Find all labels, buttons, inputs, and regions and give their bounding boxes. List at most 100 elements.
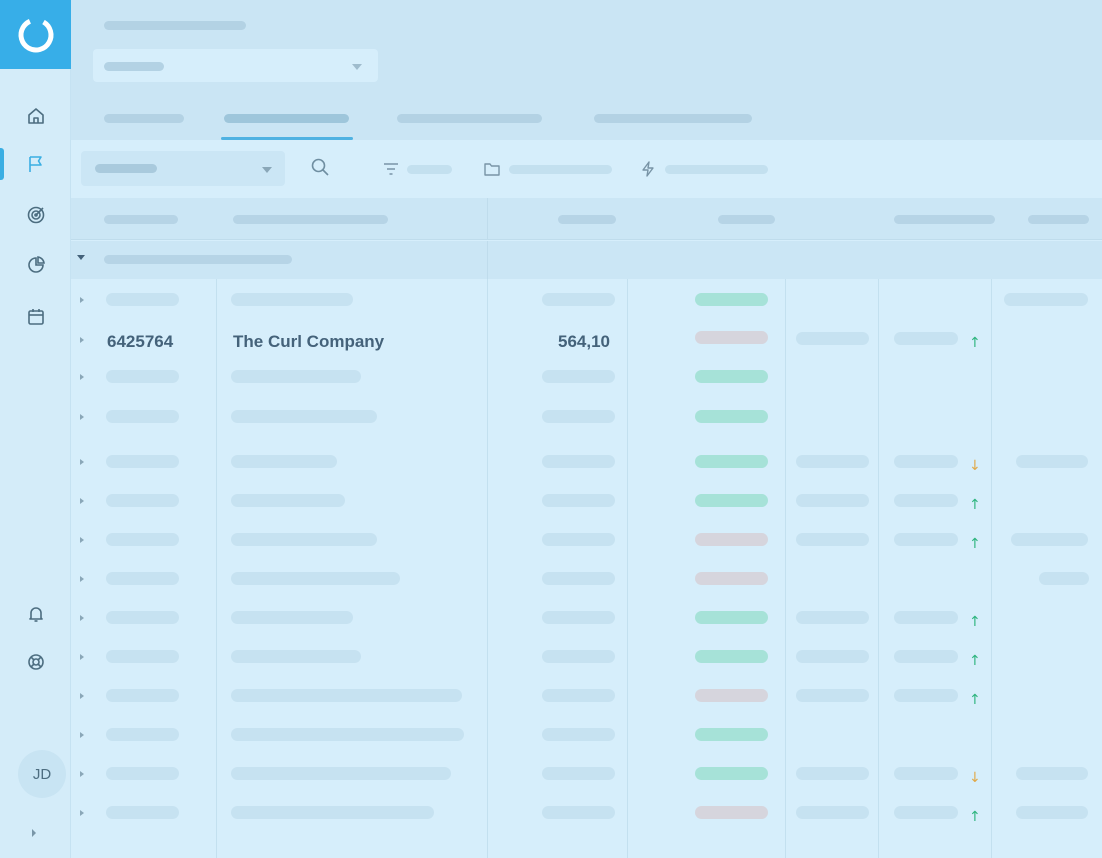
table-row[interactable] xyxy=(71,728,1102,748)
page-title-placeholder xyxy=(104,21,246,30)
home-icon xyxy=(27,108,44,124)
column-divider xyxy=(878,279,879,858)
expand-row-icon[interactable] xyxy=(80,654,84,660)
row-id: 6425764 xyxy=(107,332,174,351)
table-row[interactable]: ↓ xyxy=(71,455,1102,475)
sidebar-item-notifications[interactable] xyxy=(0,596,71,632)
status-badge xyxy=(695,370,768,383)
expand-row-icon[interactable] xyxy=(80,498,84,504)
column-header-5[interactable] xyxy=(894,215,995,224)
expand-row-icon[interactable] xyxy=(80,459,84,465)
folder-button[interactable] xyxy=(482,159,502,179)
cell-placeholder xyxy=(542,410,615,423)
flag-icon xyxy=(28,156,42,172)
filter-label-placeholder xyxy=(407,165,452,174)
row-name[interactable]: The Curl Company xyxy=(233,332,385,351)
expand-row-icon[interactable] xyxy=(80,537,84,543)
status-badge xyxy=(695,455,768,468)
cell-placeholder xyxy=(894,689,958,702)
tab-4[interactable] xyxy=(594,114,752,123)
cell-placeholder xyxy=(231,494,345,507)
toolbar xyxy=(71,140,1102,198)
expand-row-icon[interactable] xyxy=(80,732,84,738)
sidebar-item-reports[interactable] xyxy=(0,247,71,283)
expand-row-icon[interactable] xyxy=(80,576,84,582)
sidebar-item-flags[interactable] xyxy=(0,146,71,182)
cell-placeholder xyxy=(542,611,615,624)
sidebar-item-calendar[interactable] xyxy=(0,299,71,335)
expand-row-icon[interactable] xyxy=(80,414,84,420)
expand-row-icon[interactable] xyxy=(80,810,84,816)
expand-row-icon[interactable] xyxy=(80,374,84,380)
cell-placeholder xyxy=(106,494,179,507)
lightning-icon xyxy=(642,161,654,177)
table-header xyxy=(71,198,1102,240)
table-row[interactable] xyxy=(71,572,1102,592)
table-row[interactable]: ↑ xyxy=(71,650,1102,670)
caret-down-icon[interactable] xyxy=(77,255,85,260)
table-row[interactable]: ↑ xyxy=(71,494,1102,514)
column-header-2[interactable] xyxy=(233,215,388,224)
table-row-highlighted[interactable]: 6425764 The Curl Company 564,10 ↑ xyxy=(71,331,1102,355)
sidebar-item-home[interactable] xyxy=(0,98,71,134)
tab-2-active[interactable] xyxy=(224,114,349,123)
expand-sidebar-button[interactable] xyxy=(26,823,42,843)
column-header-1[interactable] xyxy=(104,215,178,224)
cell-placeholder xyxy=(894,650,958,663)
table-row[interactable]: ↑ xyxy=(71,611,1102,631)
table-row[interactable] xyxy=(71,370,1102,390)
cell-placeholder xyxy=(796,611,869,624)
expand-row-icon[interactable] xyxy=(80,693,84,699)
column-divider xyxy=(487,241,488,279)
column-header-6[interactable] xyxy=(1028,215,1089,224)
table-row[interactable] xyxy=(71,293,1102,313)
cell-placeholder xyxy=(1004,293,1088,306)
cell-placeholder xyxy=(231,370,361,383)
column-header-4[interactable] xyxy=(718,215,775,224)
actions-button[interactable] xyxy=(638,159,658,179)
group-row[interactable] xyxy=(71,241,1102,279)
table-row[interactable]: ↑ xyxy=(71,689,1102,709)
expand-row-icon[interactable] xyxy=(80,337,84,343)
status-badge xyxy=(695,650,768,663)
table-row[interactable] xyxy=(71,410,1102,430)
table-row[interactable]: ↑ xyxy=(71,533,1102,553)
table-row[interactable]: ↑ xyxy=(71,806,1102,826)
status-badge xyxy=(695,689,768,702)
cell-placeholder xyxy=(894,332,958,345)
cell-placeholder xyxy=(106,410,179,423)
brand-logo[interactable] xyxy=(0,0,71,69)
tab-1[interactable] xyxy=(104,114,184,123)
sidebar-item-help[interactable] xyxy=(0,644,71,680)
table-body: 6425764 The Curl Company 564,10 ↑ ↓ ↑ ↑ ↑ ↑ ↑… xyxy=(71,279,1102,858)
user-avatar[interactable]: JD xyxy=(18,750,66,798)
search-button[interactable] xyxy=(309,156,331,178)
column-header-3[interactable] xyxy=(558,215,616,224)
cell-placeholder xyxy=(1039,572,1089,585)
status-badge xyxy=(695,331,768,344)
expand-row-icon[interactable] xyxy=(80,615,84,621)
trend-down-icon: ↓ xyxy=(969,770,981,786)
view-selector[interactable] xyxy=(93,49,378,82)
cell-placeholder xyxy=(542,494,615,507)
sidebar-item-targets[interactable] xyxy=(0,197,71,233)
cell-placeholder xyxy=(231,293,353,306)
column-divider xyxy=(627,279,628,858)
cell-placeholder xyxy=(1016,806,1088,819)
expand-row-icon[interactable] xyxy=(80,297,84,303)
cell-placeholder xyxy=(542,455,615,468)
filter-selector[interactable] xyxy=(81,151,285,186)
filter-button[interactable] xyxy=(381,159,401,179)
user-initials: JD xyxy=(32,765,52,783)
expand-row-icon[interactable] xyxy=(80,771,84,777)
cell-placeholder xyxy=(231,806,434,819)
active-tab-indicator xyxy=(221,137,353,140)
status-badge xyxy=(695,728,768,741)
trend-up-icon: ↑ xyxy=(969,335,981,351)
table-row[interactable]: ↓ xyxy=(71,767,1102,787)
trend-up-icon: ↑ xyxy=(969,692,981,708)
cell-placeholder xyxy=(1016,455,1088,468)
cell-placeholder xyxy=(894,611,958,624)
tab-3[interactable] xyxy=(397,114,542,123)
cell-placeholder xyxy=(106,611,179,624)
